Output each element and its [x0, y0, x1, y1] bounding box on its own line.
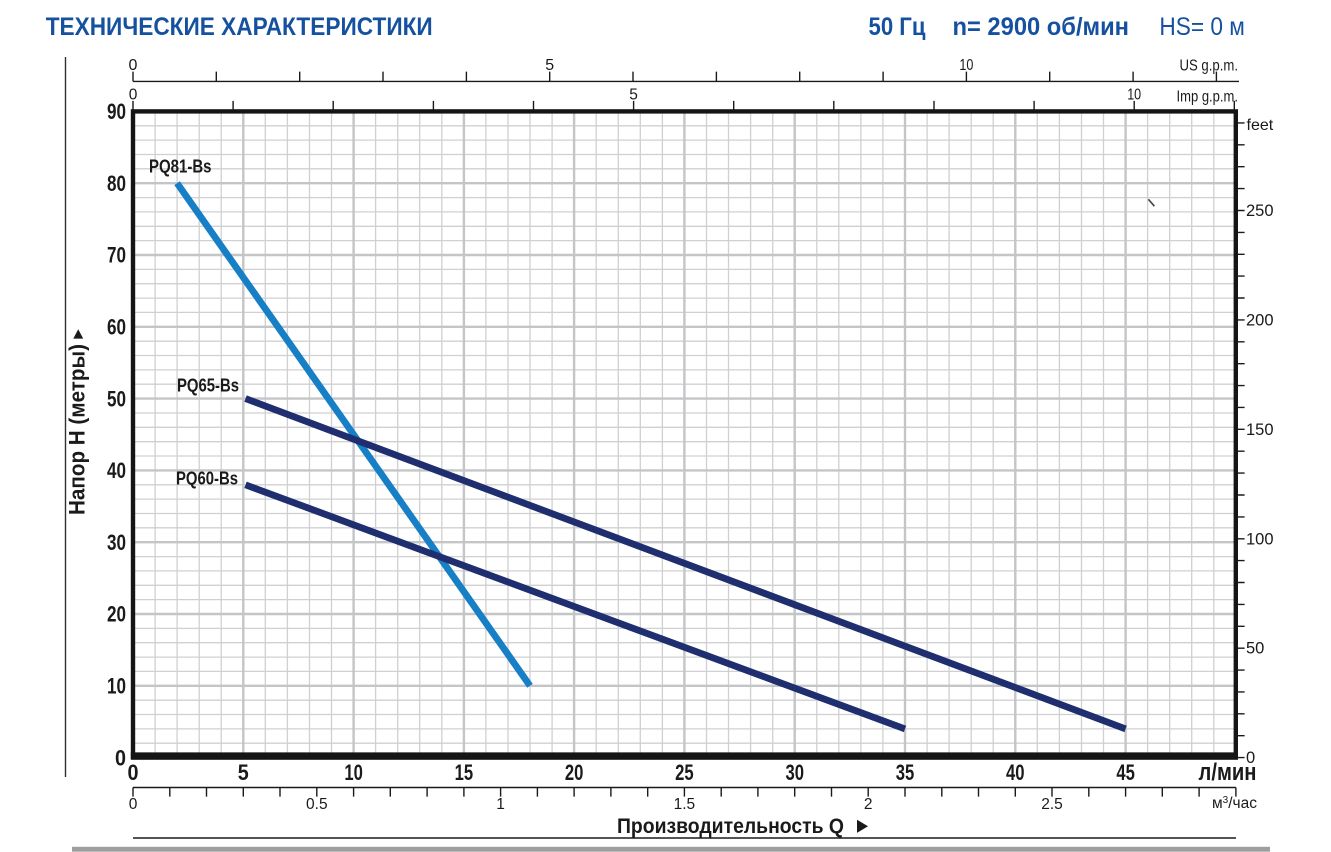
svg-text:10: 10: [107, 674, 126, 699]
svg-text:45: 45: [1116, 760, 1135, 785]
svg-text:10: 10: [344, 760, 363, 785]
svg-text:25: 25: [675, 760, 694, 785]
svg-text:1: 1: [496, 796, 505, 813]
svg-text:80: 80: [107, 171, 126, 196]
svg-text:20: 20: [107, 602, 126, 627]
svg-text:0: 0: [128, 760, 139, 785]
svg-text:60: 60: [107, 315, 126, 340]
svg-text:50: 50: [107, 386, 126, 411]
svg-text:5: 5: [629, 87, 638, 104]
svg-text:5: 5: [545, 57, 554, 74]
svg-text:5: 5: [238, 760, 249, 785]
svg-text:2: 2: [864, 796, 873, 813]
svg-text:30: 30: [107, 530, 126, 555]
svg-text:PQ81-Bs: PQ81-Bs: [149, 156, 212, 177]
svg-text:0: 0: [1246, 749, 1255, 767]
svg-text:US g.p.m.: US g.p.m.: [1180, 58, 1239, 75]
svg-text:35: 35: [896, 760, 915, 785]
svg-text:250: 250: [1246, 202, 1274, 220]
svg-text:ТЕХНИЧЕСКИЕ ХАРАКТЕРИСТИКИ: ТЕХНИЧЕСКИЕ ХАРАКТЕРИСТИКИ: [46, 14, 433, 41]
svg-text:100: 100: [1246, 530, 1274, 548]
svg-text:10: 10: [959, 57, 973, 74]
svg-text:40: 40: [107, 458, 126, 483]
svg-text:40: 40: [1006, 760, 1025, 785]
svg-text:Imp g.p.m.: Imp g.p.m.: [1177, 89, 1239, 106]
svg-text:15: 15: [455, 760, 474, 785]
svg-text:0: 0: [129, 796, 138, 813]
svg-text:10: 10: [1127, 87, 1141, 104]
svg-text:2.5: 2.5: [1041, 796, 1063, 813]
svg-text:PQ60-Bs: PQ60-Bs: [176, 467, 238, 488]
svg-text:Производительность Q: Производительность Q: [617, 815, 844, 838]
svg-text:1.5: 1.5: [674, 796, 696, 813]
svg-text:50 Гц: 50 Гц: [869, 14, 926, 41]
svg-text:0: 0: [129, 57, 138, 74]
svg-text:PQ65-Bs: PQ65-Bs: [177, 375, 239, 396]
svg-text:feet: feet: [1247, 117, 1274, 134]
svg-text:90: 90: [107, 99, 126, 124]
svg-text:20: 20: [565, 760, 584, 785]
svg-text:n= 2900 об/мин: n= 2900 об/мин: [953, 14, 1130, 41]
svg-text:30: 30: [785, 760, 804, 785]
svg-text:HS= 0 м: HS= 0 м: [1159, 14, 1245, 41]
svg-text:150: 150: [1246, 421, 1274, 439]
svg-text:0: 0: [115, 745, 126, 770]
svg-text:0.5: 0.5: [306, 796, 328, 813]
svg-text:0: 0: [129, 87, 138, 104]
svg-text:Напор H (метры): Напор H (метры): [65, 344, 90, 515]
svg-text:л/мин: л/мин: [1199, 759, 1257, 786]
svg-text:50: 50: [1246, 640, 1264, 658]
svg-text:м3/час: м3/час: [1212, 795, 1257, 812]
svg-text:200: 200: [1246, 311, 1274, 329]
svg-text:70: 70: [107, 243, 126, 268]
